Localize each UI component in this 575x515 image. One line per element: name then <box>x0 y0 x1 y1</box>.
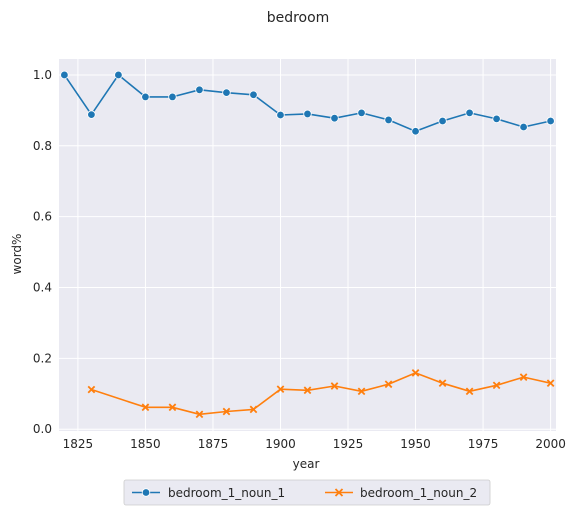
data-point <box>141 403 150 412</box>
plot-area <box>59 59 556 431</box>
x-tick-label: 1900 <box>265 437 296 451</box>
data-point <box>546 379 555 388</box>
y-tick-label: 0.8 <box>33 139 52 153</box>
series-layer <box>60 70 555 419</box>
data-point <box>492 114 501 124</box>
legend-frame <box>123 479 491 506</box>
data-point <box>249 405 258 414</box>
data-point <box>492 381 501 390</box>
data-point <box>195 85 204 95</box>
x-tick-label: 1925 <box>333 437 364 451</box>
legend-label-series-2: bedroom_1_noun_2 <box>360 486 477 500</box>
chart-title: bedroom <box>267 10 330 26</box>
data-point <box>357 387 366 396</box>
y-tick-label: 0.0 <box>33 422 52 436</box>
x-tick-label: 1975 <box>468 437 499 451</box>
data-point <box>438 379 447 388</box>
data-point <box>249 90 258 99</box>
legend-marker-series-2 <box>334 488 344 497</box>
y-tick-label: 0.6 <box>33 210 52 224</box>
series-2 <box>87 369 555 419</box>
data-point <box>222 88 231 97</box>
y-tick-label: 0.4 <box>33 281 52 295</box>
data-point <box>303 386 312 395</box>
data-point <box>357 108 366 118</box>
data-point <box>384 115 393 125</box>
legend-marker-series-1 <box>141 488 151 497</box>
series-1 <box>60 70 555 136</box>
tick-labels: 1825 1850 1875 1900 1925 1950 1975 2000 0.0 0.2 0.… <box>33 68 566 451</box>
x-tick-label: 1850 <box>130 437 161 451</box>
data-point <box>546 116 555 126</box>
legend-label-series-1: bedroom_1_noun_1 <box>168 486 285 500</box>
y-tick-label: 1.0 <box>33 68 52 82</box>
data-point <box>384 380 393 389</box>
data-point <box>141 92 150 102</box>
data-point <box>87 110 96 119</box>
data-point <box>465 387 474 396</box>
data-point <box>87 385 96 394</box>
x-tick-label: 1875 <box>198 437 229 451</box>
data-point <box>438 116 447 126</box>
data-point <box>195 410 204 419</box>
x-tick-label: 1950 <box>400 437 431 451</box>
data-point <box>276 385 285 394</box>
y-tick-label: 0.2 <box>33 351 52 365</box>
data-point <box>222 407 231 416</box>
data-point <box>519 122 528 132</box>
data-point <box>411 127 420 136</box>
x-axis-label: year <box>293 457 320 471</box>
data-point <box>303 109 312 119</box>
x-tick-label: 2000 <box>535 437 566 451</box>
y-axis-label: word% <box>10 234 24 275</box>
data-point <box>168 92 177 102</box>
data-point <box>411 369 420 377</box>
data-point <box>519 373 528 381</box>
data-point <box>276 110 285 120</box>
x-tick-label: 1825 <box>63 437 94 451</box>
data-point <box>330 382 339 390</box>
data-point <box>330 113 339 123</box>
data-point <box>114 70 123 80</box>
data-point <box>168 403 177 412</box>
data-point <box>465 108 474 118</box>
data-point <box>60 70 69 80</box>
legend: bedroom_1_noun_1 bedroom_1_noun_2 <box>123 479 491 506</box>
